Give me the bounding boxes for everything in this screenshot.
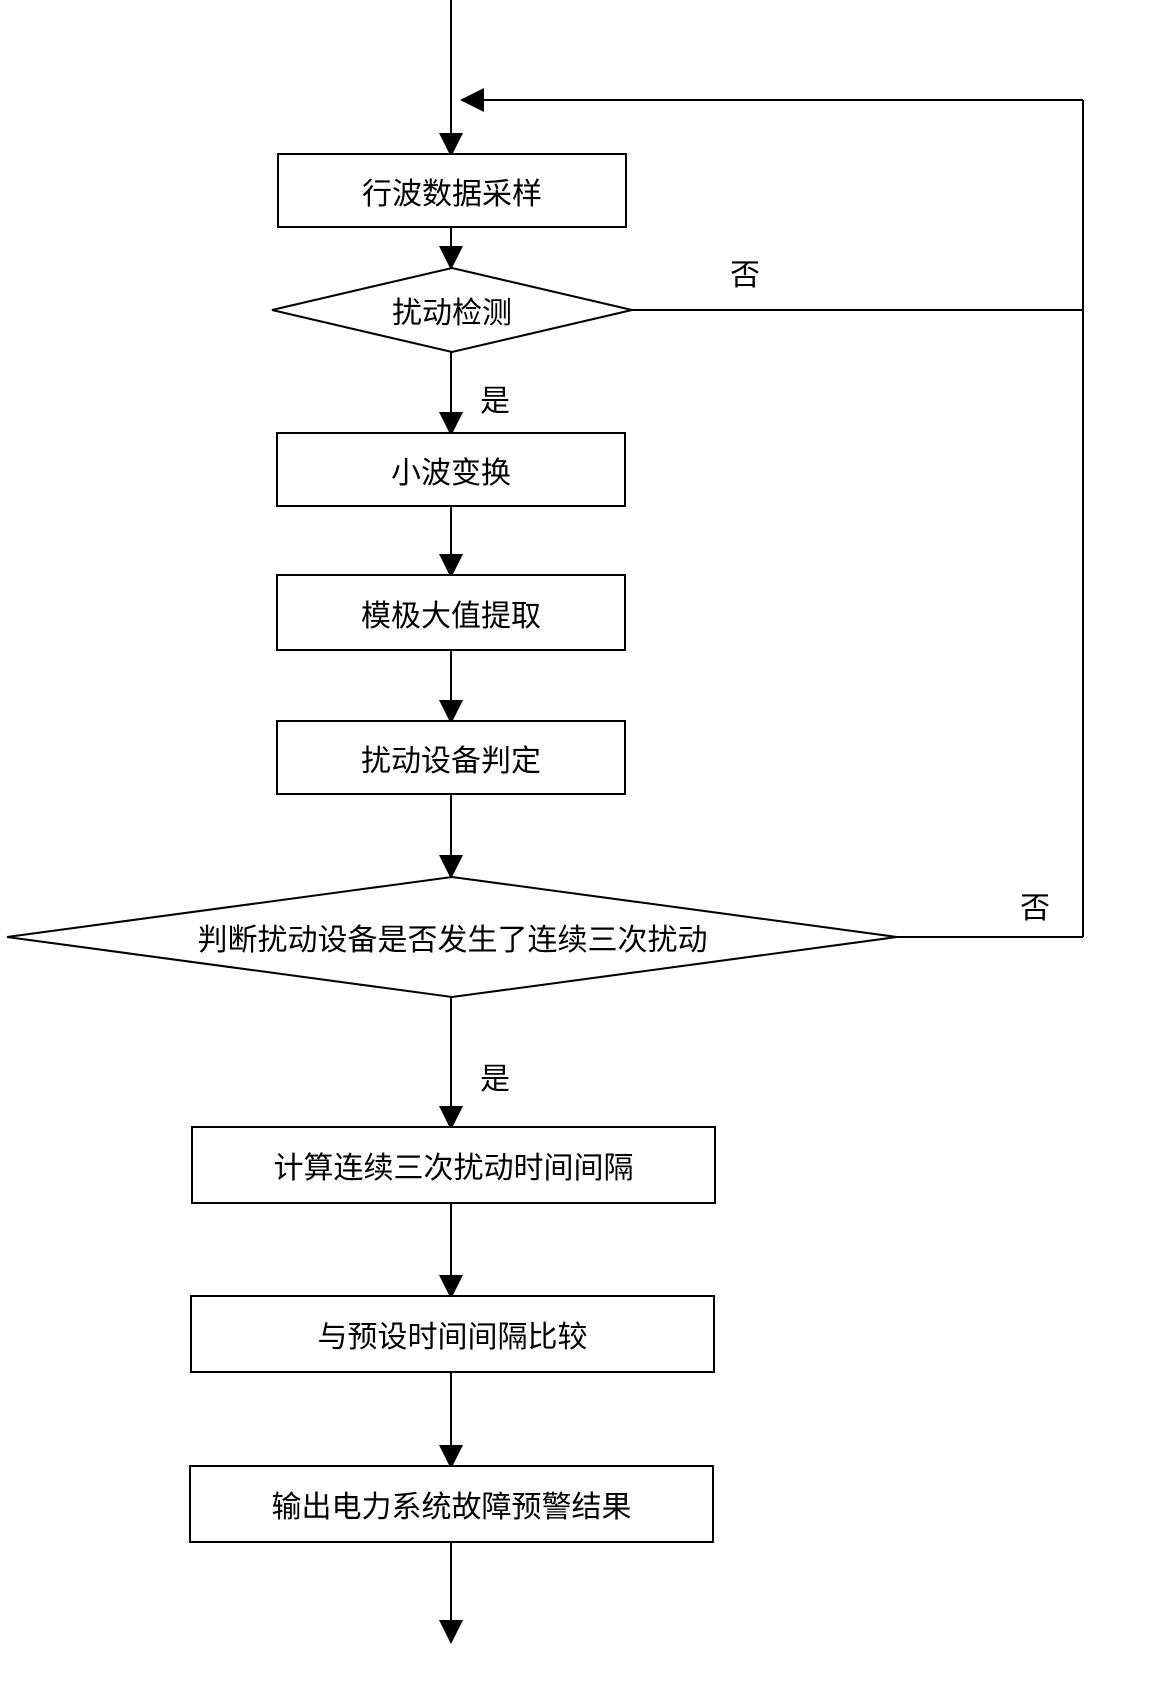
edge-label: 是 [480,385,510,418]
node-device-determination: 扰动设备判定 [276,720,626,795]
node-label: 输出电力系统故障预警结果 [272,1482,632,1526]
flowchart-container: 行波数据采样 扰动检测 小波变换 模极大值提取 扰动设备判定 判断扰动设备是否发… [0,0,1174,1685]
label-yes-1: 是 [480,376,510,420]
node-sampling: 行波数据采样 [277,153,627,228]
label-no-2: 否 [1020,883,1050,927]
node-disturbance-detect: 扰动检测 [272,288,632,332]
node-label: 扰动检测 [392,288,512,332]
node-compare-interval: 与预设时间间隔比较 [190,1295,715,1373]
node-wavelet-transform: 小波变换 [276,432,626,507]
node-label: 与预设时间间隔比较 [318,1312,588,1356]
node-label: 判断扰动设备是否发生了连续三次扰动 [198,915,708,959]
node-label: 小波变换 [391,448,511,492]
label-yes-2: 是 [480,1054,510,1098]
node-label: 行波数据采样 [362,169,542,213]
flowchart-edges [0,0,1174,1685]
node-label: 计算连续三次扰动时间间隔 [274,1143,634,1187]
node-modulus-maxima: 模极大值提取 [276,574,626,651]
edge-label: 否 [1020,892,1050,925]
node-label: 模极大值提取 [361,591,541,635]
node-output-alarm: 输出电力系统故障预警结果 [189,1465,714,1543]
label-no-1: 否 [730,250,760,294]
edge-label: 否 [730,259,760,292]
node-label: 扰动设备判定 [361,736,541,780]
node-three-consecutive-check: 判断扰动设备是否发生了连续三次扰动 [130,917,775,957]
edge-label: 是 [480,1063,510,1096]
node-calc-interval: 计算连续三次扰动时间间隔 [191,1126,716,1204]
